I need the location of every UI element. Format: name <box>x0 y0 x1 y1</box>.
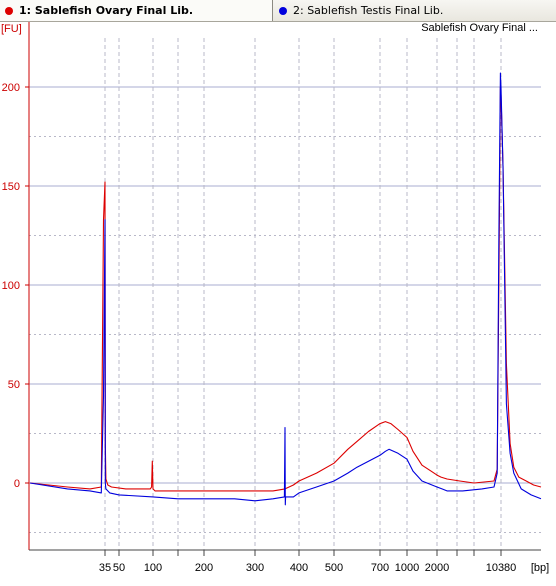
x-tick-label: 300 <box>246 562 264 574</box>
x-tick-label: 400 <box>290 562 308 574</box>
y-tick-label: 50 <box>8 379 20 391</box>
sample-tabbar: 1: Sablefish Ovary Final Lib. 2: Sablefi… <box>0 0 556 22</box>
y-tick-label: 0 <box>14 478 20 490</box>
y-tick-label: 200 <box>2 82 20 94</box>
sample-title: Sablefish Ovary Final ... <box>421 22 538 34</box>
x-tick-label: 35 <box>99 562 111 574</box>
x-tick-label: 500 <box>325 562 343 574</box>
x-tick-label: 10380 <box>486 562 517 574</box>
x-tick-label: 700 <box>371 562 389 574</box>
y-tick-label: 100 <box>2 280 20 292</box>
x-tick-label: 200 <box>195 562 213 574</box>
x-tick-label: 1000 <box>395 562 419 574</box>
tab-sample-2-label: 2: Sablefish Testis Final Lib. <box>293 4 444 17</box>
x-axis-unit-label: [bp] <box>531 562 549 574</box>
tab-sample-2[interactable]: 2: Sablefish Testis Final Lib. <box>274 0 556 21</box>
x-tick-label: 50 <box>113 562 125 574</box>
red-dot-icon <box>5 6 13 15</box>
blue-dot-icon <box>279 6 287 15</box>
y-axis-unit-label: [FU] <box>1 23 22 35</box>
x-tick-label: 2000 <box>425 562 449 574</box>
series-line-testis <box>29 72 542 506</box>
y-tick-label: 150 <box>2 181 20 193</box>
x-tick-label: 100 <box>144 562 162 574</box>
tab-sample-1[interactable]: 1: Sablefish Ovary Final Lib. <box>0 0 273 21</box>
tab-sample-1-label: 1: Sablefish Ovary Final Lib. <box>19 4 194 17</box>
